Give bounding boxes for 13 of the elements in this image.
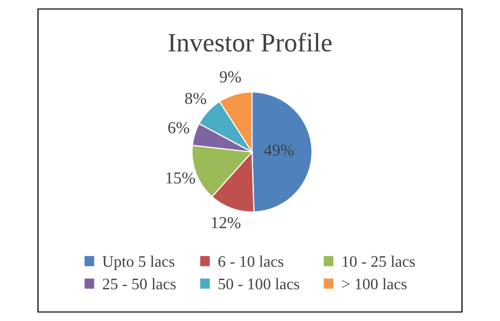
- legend-label: > 100 lacs: [342, 278, 407, 290]
- legend-label: Upto 5 lacs: [102, 256, 174, 270]
- chart-title: Investor Profile: [168, 32, 332, 52]
- data-label: 8%: [185, 92, 206, 104]
- legend-label: 6 - 10 lacs: [218, 256, 284, 267]
- data-label: 12%: [212, 217, 240, 228]
- data-label: 9%: [220, 71, 241, 83]
- data-label: 49%: [264, 144, 294, 156]
- legend-label: 10 - 25 lacs: [342, 256, 415, 267]
- legend-label: 50 - 100 lacs: [218, 278, 300, 290]
- legend-label: 25 - 50 lacs: [102, 278, 176, 290]
- data-label: 6%: [168, 122, 190, 134]
- data-label: 15%: [166, 172, 195, 184]
